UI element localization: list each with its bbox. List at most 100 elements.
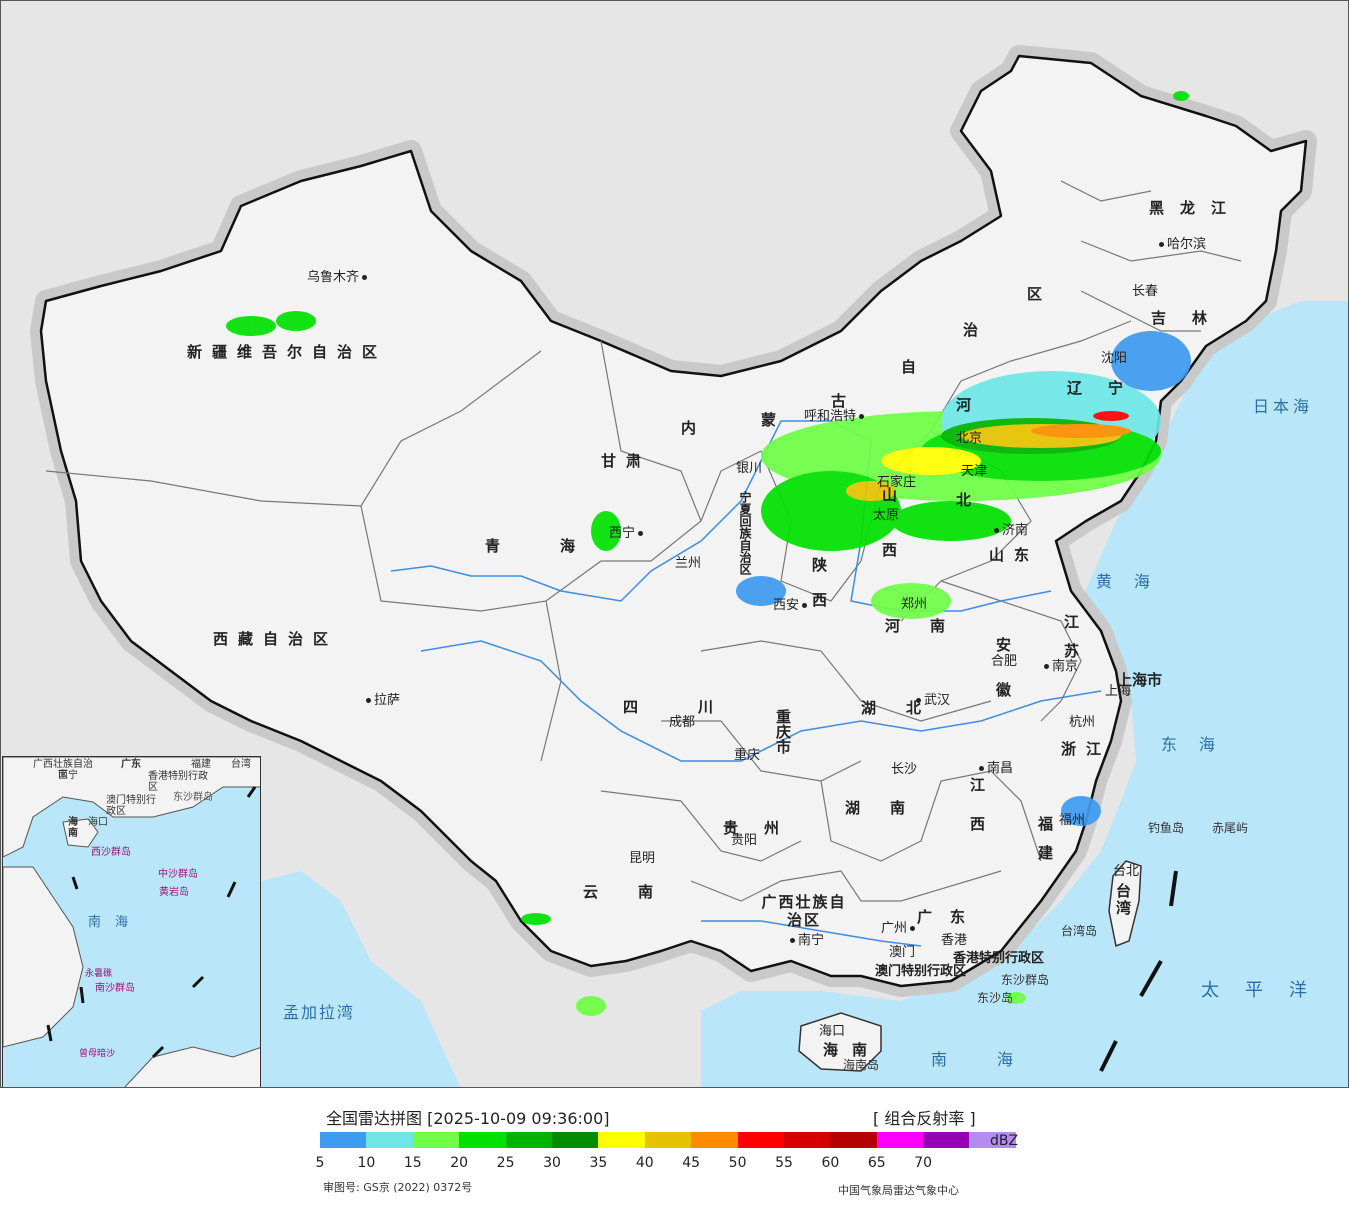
city-marker-icon [802, 603, 808, 608]
city-guangzhou: 广州 [881, 922, 918, 936]
city-taiyuan: 太原 [873, 508, 900, 523]
province-xinjiang: 新疆维吾尔自治区 [187, 343, 388, 361]
sea-area [701, 301, 1348, 1087]
city-kunming: 昆明 [629, 851, 656, 866]
color-scale-tick-label: 45 [682, 1155, 701, 1171]
inset-xisha: 西沙群岛 [91, 847, 131, 858]
color-scale-tick-label: 70 [914, 1155, 933, 1171]
inset-yongshu: 永暑礁 [85, 969, 113, 979]
city-guiyang: 贵阳 [731, 833, 758, 848]
color-swatch [969, 1132, 1016, 1148]
province-liaoning: 辽宁 [1067, 379, 1150, 397]
province-shaanxi: 陕西 [810, 557, 828, 627]
city-hohhot: 呼和浩特 [804, 410, 867, 424]
city-marker-icon [994, 528, 999, 533]
inset-zengmu: 曾母暗沙 [79, 1049, 116, 1059]
inset-nanning: 南宁 [58, 770, 78, 781]
city-hangzhou: 杭州 [1069, 715, 1096, 730]
city-macau: 澳门 [889, 945, 916, 960]
city-changchun: 长春 [1132, 284, 1159, 299]
province-anhui: 安徽 [994, 637, 1012, 727]
legend-title: 全国雷达拼图 [2025-10-09 09:36:00] [326, 1109, 610, 1128]
city-chongqing: 重庆 [734, 748, 761, 763]
inset-zhongsha: 中沙群岛 [158, 869, 198, 880]
color-swatch [737, 1132, 784, 1148]
sea-bengal: 孟加拉湾 [283, 1003, 356, 1022]
color-scale-tick-label: 60 [821, 1155, 840, 1171]
inset-taiwan: 台湾 [231, 759, 251, 770]
province-jilin: 吉林 [1151, 309, 1234, 327]
legend-unit: dBZ [990, 1133, 1019, 1149]
label-hk-sar: 香港特别行政区 [953, 951, 1045, 966]
color-swatch [412, 1132, 460, 1148]
province-ningxia: 宁夏回族自治区 [738, 491, 752, 575]
bay-of-bengal [261, 871, 461, 1087]
sea-yellow: 黄海 [1096, 572, 1173, 591]
city-haikou: 海口 [819, 1024, 846, 1039]
province-nmg-1: 内 [681, 419, 707, 437]
city-marker-icon [859, 414, 865, 419]
province-heilongjiang: 黑龙江 [1149, 199, 1243, 217]
city-marker-icon [979, 766, 984, 771]
province-jiangxi: 江西 [968, 777, 986, 855]
city-lhasa: 拉萨 [363, 694, 400, 708]
city-shanghai: 上海 [1105, 684, 1132, 699]
city-taipei: 台北 [1113, 864, 1140, 879]
inset-nansha: 南沙群岛 [95, 983, 135, 994]
province-gansu: 甘肃 [601, 452, 652, 470]
inset-fujian: 福建 [191, 759, 211, 770]
province-tibet: 西藏自治区 [213, 630, 339, 648]
island-chiwei: 赤尾屿 [1212, 821, 1249, 835]
taiwan-island [1108, 860, 1142, 948]
color-scale-tick-label: 35 [589, 1155, 608, 1171]
color-scale-tick-label: 25 [496, 1155, 515, 1171]
legend-product: [ 组合反射率 ] [873, 1109, 976, 1128]
province-zhejiang: 浙江 [1061, 740, 1112, 758]
island-taiwan: 台湾岛 [1061, 924, 1098, 938]
color-swatch [923, 1132, 970, 1148]
inset-land [3, 757, 260, 858]
sea-japan: 日本海 [1253, 397, 1314, 416]
color-scale-tick-label: 65 [867, 1155, 886, 1171]
inset-guangdong: 广东 [121, 759, 141, 770]
city-yinchuan: 银川 [736, 461, 763, 476]
color-swatch [366, 1132, 413, 1148]
color-scale-bar [320, 1132, 1016, 1148]
city-marker-icon [1044, 664, 1049, 669]
city-marker-icon [638, 531, 644, 536]
city-lanzhou: 兰州 [675, 556, 702, 571]
color-swatch [598, 1132, 645, 1148]
province-shanxi: 山西 [880, 487, 898, 597]
province-hainan: 海南 [823, 1041, 882, 1059]
radar-echoes [226, 91, 1191, 1016]
city-marker-icon [790, 938, 795, 943]
map-canvas [30, 45, 1348, 1087]
province-nmg-3: 古 [831, 392, 857, 410]
hainan-island [798, 1012, 882, 1072]
inset-hk-sar: 香港特别行政区 [148, 771, 208, 793]
color-swatch [876, 1132, 924, 1148]
city-nanjing: 南京 [1041, 660, 1078, 674]
province-henan: 河南 [885, 617, 976, 635]
city-marker-icon [1159, 242, 1164, 247]
inset-hainan [62, 818, 99, 848]
inset-guangxi: 广西壮族自治区 [33, 759, 93, 781]
inset-south-sea: 南海 [88, 915, 143, 930]
color-scale-tick-label: 10 [357, 1155, 376, 1171]
color-scale-tick-label: 50 [728, 1155, 747, 1171]
province-hebei: 河北 [954, 397, 972, 587]
inset-canvas [3, 757, 260, 1087]
color-swatch [783, 1132, 831, 1148]
city-marker-icon [916, 698, 921, 703]
inset-huangyan: 黄岩岛 [159, 887, 189, 898]
province-qinghai: 青海 [485, 537, 636, 555]
sea-pacific: 太平洋 [1201, 980, 1333, 1001]
color-swatch [551, 1132, 599, 1148]
color-swatch [644, 1132, 692, 1148]
province-hubei: 湖北 [861, 699, 952, 717]
color-scale-tick-label: 5 [315, 1155, 325, 1171]
label-macau-sar: 澳门特别行政区 [875, 964, 967, 979]
inset-borneo [124, 1046, 260, 1087]
city-marker-icon [362, 275, 368, 280]
city-zhengzhou: 郑州 [901, 597, 928, 612]
